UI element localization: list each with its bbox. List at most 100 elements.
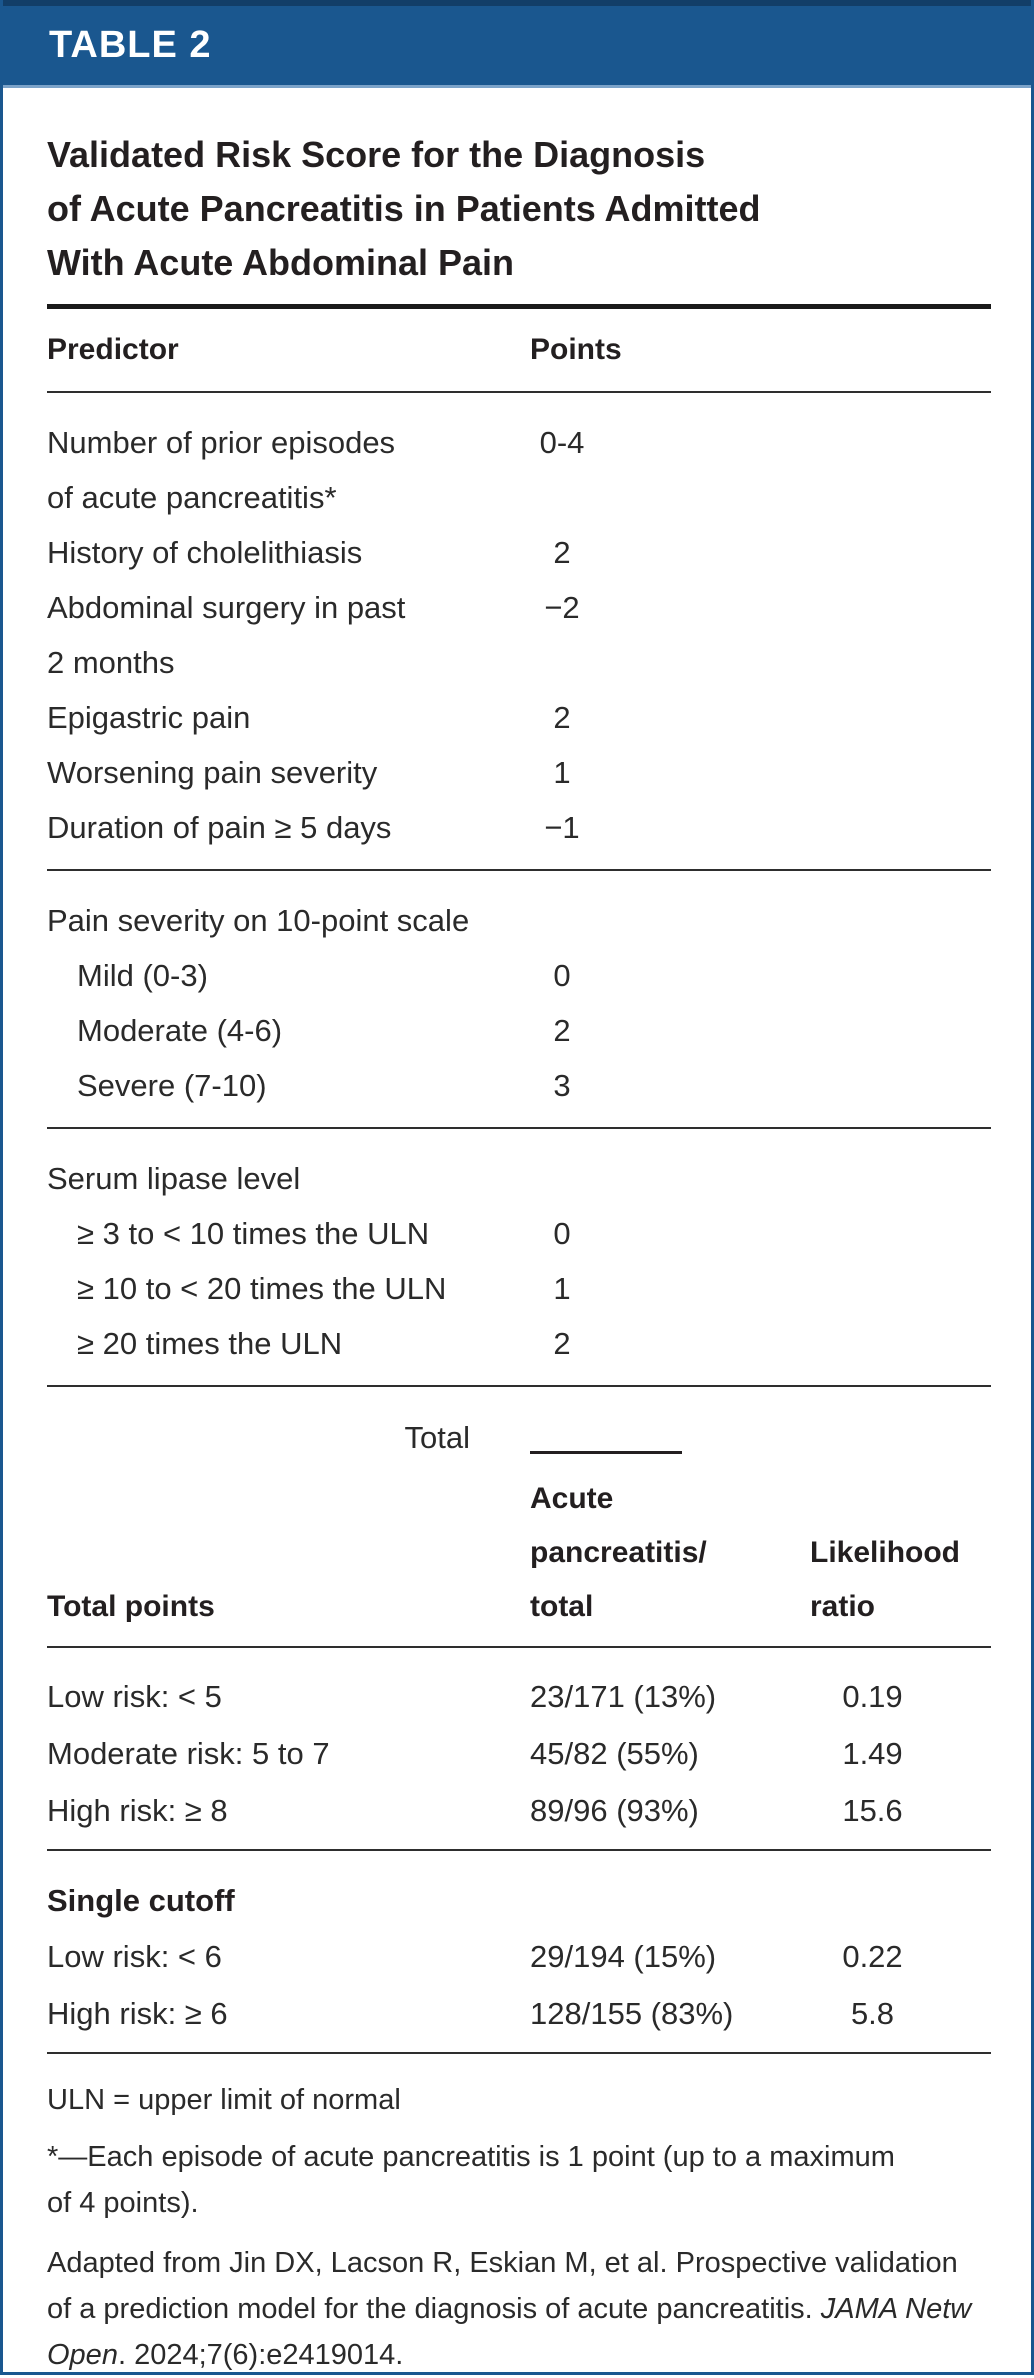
section-rule xyxy=(47,1127,991,1129)
predictor-cell: Abdominal surgery in past 2 months xyxy=(47,580,530,690)
table-content: Validated Risk Score for the Diagnosis o… xyxy=(3,128,1031,2378)
title-line-3: With Acute Abdominal Pain xyxy=(47,242,515,283)
proportion-cell: 128/155 (83%) xyxy=(530,1996,734,2031)
header-line: Acute xyxy=(530,1482,614,1515)
title-line-1: Validated Risk Score for the Diagnosis xyxy=(47,134,706,175)
footnote-uln: ULN = upper limit of normal xyxy=(47,2084,401,2116)
predictor-cell: Number of prior episodes of acute pancre… xyxy=(47,415,530,525)
table-row: ≥ 20 times the ULN 2 xyxy=(47,1316,991,1371)
table-row: Abdominal surgery in past 2 months −2 xyxy=(47,580,991,690)
header-line: total xyxy=(530,1590,594,1623)
proportion-cell: 23/171 (13%) xyxy=(530,1679,717,1714)
header-line: Likelihood xyxy=(810,1536,960,1569)
proportion-cell: 45/82 (55%) xyxy=(530,1736,699,1771)
points-cell: 2 xyxy=(553,700,571,735)
risk-category-cell: High risk: ≥ 6 xyxy=(47,1996,228,2031)
table-row: Epigastric pain 2 xyxy=(47,690,991,745)
table-row: Number of prior episodes of acute pancre… xyxy=(47,415,991,525)
group-header-pain-severity: Pain severity on 10-point scale xyxy=(47,903,470,938)
predictor-cell: ≥ 20 times the ULN xyxy=(77,1326,343,1361)
points-cell: −1 xyxy=(544,810,580,845)
table-row: History of cholelithiasis 2 xyxy=(47,525,991,580)
table-row: Low risk: < 6 29/194 (15%) 0.22 xyxy=(47,1928,991,1985)
points-cell: 0-4 xyxy=(539,425,585,460)
proportion-cell: 29/194 (15%) xyxy=(530,1939,717,1974)
points-cell: 3 xyxy=(553,1068,571,1103)
predictor-text: Abdominal surgery in past xyxy=(47,590,406,625)
top-rule xyxy=(47,304,991,309)
column-header-likelihood-ratio: Likelihood ratio xyxy=(810,1526,970,1634)
column-header-acute-pancreatitis-total: Acute pancreatitis/ total xyxy=(530,1472,810,1634)
risk-rows: Low risk: < 5 23/171 (13%) 0.19 Moderate… xyxy=(47,1648,991,1839)
score-table-header: Predictor Points xyxy=(47,309,991,367)
table-row: Low risk: < 5 23/171 (13%) 0.19 xyxy=(47,1668,991,1725)
table-row: Worsening pain severity 1 xyxy=(47,745,991,800)
header-rule xyxy=(47,1646,991,1648)
predictor-cell: Moderate (4-6) xyxy=(77,1013,283,1048)
predictor-text: Number of prior episodes xyxy=(47,425,396,460)
citation-journal-name: JAMA Netw Open xyxy=(47,2293,972,2371)
single-cutoff-header: Single cutoff xyxy=(47,1883,235,1918)
predictor-cell: Severe (7-10) xyxy=(77,1068,267,1103)
risk-category-cell: Low risk: < 5 xyxy=(47,1679,222,1714)
predictor-cell: Mild (0-3) xyxy=(77,958,208,993)
column-header-total-points: Total points xyxy=(47,1590,215,1623)
table-title: Validated Risk Score for the Diagnosis o… xyxy=(47,128,991,290)
table-number-band: TABLE 2 xyxy=(3,0,1031,88)
points-cell: −2 xyxy=(544,590,580,625)
points-cell: 0 xyxy=(553,958,571,993)
predictor-text: of acute pancreatitis* xyxy=(47,480,337,515)
predictor-cell: ≥ 3 to < 10 times the ULN xyxy=(77,1216,430,1251)
table-row: ≥ 10 to < 20 times the ULN 1 xyxy=(47,1261,991,1316)
points-cell: 1 xyxy=(553,755,571,790)
points-cell: 1 xyxy=(553,1271,571,1306)
risk-category-cell: Low risk: < 6 xyxy=(47,1939,222,1974)
predictor-cell: Worsening pain severity xyxy=(47,755,378,790)
predictor-cell: History of cholelithiasis xyxy=(47,535,363,570)
table-row: Severe (7-10) 3 xyxy=(47,1058,991,1113)
predictor-cell: Duration of pain ≥ 5 days xyxy=(47,810,392,845)
risk-table-header: Total points Acute pancreatitis/ total L… xyxy=(47,1472,991,1634)
footnote-citation: Adapted from Jin DX, Lacson R, Eskian M,… xyxy=(47,2240,989,2378)
table-row: Mild (0-3) 0 xyxy=(47,948,991,1003)
table-number-label: TABLE 2 xyxy=(49,24,212,66)
citation-text: Adapted from Jin DX, Lacson R, Eskian M,… xyxy=(47,2247,958,2325)
points-cell: 2 xyxy=(553,535,571,570)
section-rule xyxy=(47,1385,991,1387)
column-header-predictor: Predictor xyxy=(47,333,179,366)
likelihood-ratio-cell: 5.8 xyxy=(850,1996,895,2031)
footer-rule xyxy=(47,2052,991,2054)
likelihood-ratio-cell: 0.19 xyxy=(842,1679,903,1714)
risk-category-cell: Moderate risk: 5 to 7 xyxy=(47,1736,330,1771)
section-rule xyxy=(47,1849,991,1851)
footnote-asterisk: *—Each episode of acute pancreatitis is … xyxy=(47,2141,895,2219)
score-rows-pain-severity: Pain severity on 10-point scale Mild (0-… xyxy=(47,871,991,1113)
proportion-cell: 89/96 (93%) xyxy=(530,1793,699,1828)
points-cell: 2 xyxy=(553,1326,571,1361)
likelihood-ratio-cell: 0.22 xyxy=(842,1939,903,1974)
predictor-text: 2 months xyxy=(47,645,175,680)
likelihood-ratio-cell: 1.49 xyxy=(842,1736,903,1771)
header-line: pancreatitis/ xyxy=(530,1536,707,1569)
table-row: ≥ 3 to < 10 times the ULN 0 xyxy=(47,1206,991,1261)
points-cell: 0 xyxy=(553,1216,571,1251)
total-fill-in-line xyxy=(530,1415,682,1454)
score-rows-serum-lipase: Serum lipase level ≥ 3 to < 10 times the… xyxy=(47,1129,991,1371)
risk-category-cell: High risk: ≥ 8 xyxy=(47,1793,228,1828)
predictor-cell: Epigastric pain xyxy=(47,700,251,735)
score-rows-section-1: Number of prior episodes of acute pancre… xyxy=(47,393,991,855)
total-row: Total xyxy=(47,1387,991,1466)
total-label: Total xyxy=(404,1420,470,1455)
group-header-serum-lipase: Serum lipase level xyxy=(47,1161,301,1196)
total-blank-cell xyxy=(530,1415,682,1466)
table-row: High risk: ≥ 6 128/155 (83%) 5.8 xyxy=(47,1985,991,2042)
predictor-cell: ≥ 10 to < 20 times the ULN xyxy=(77,1271,447,1306)
header-line: ratio xyxy=(810,1590,876,1623)
likelihood-ratio-cell: 15.6 xyxy=(842,1793,903,1828)
points-cell: 2 xyxy=(553,1013,571,1048)
table-row: High risk: ≥ 8 89/96 (93%) 15.6 xyxy=(47,1782,991,1839)
table-row: Duration of pain ≥ 5 days −1 xyxy=(47,800,991,855)
table-row: Moderate risk: 5 to 7 45/82 (55%) 1.49 xyxy=(47,1725,991,1782)
table-row: Moderate (4-6) 2 xyxy=(47,1003,991,1058)
